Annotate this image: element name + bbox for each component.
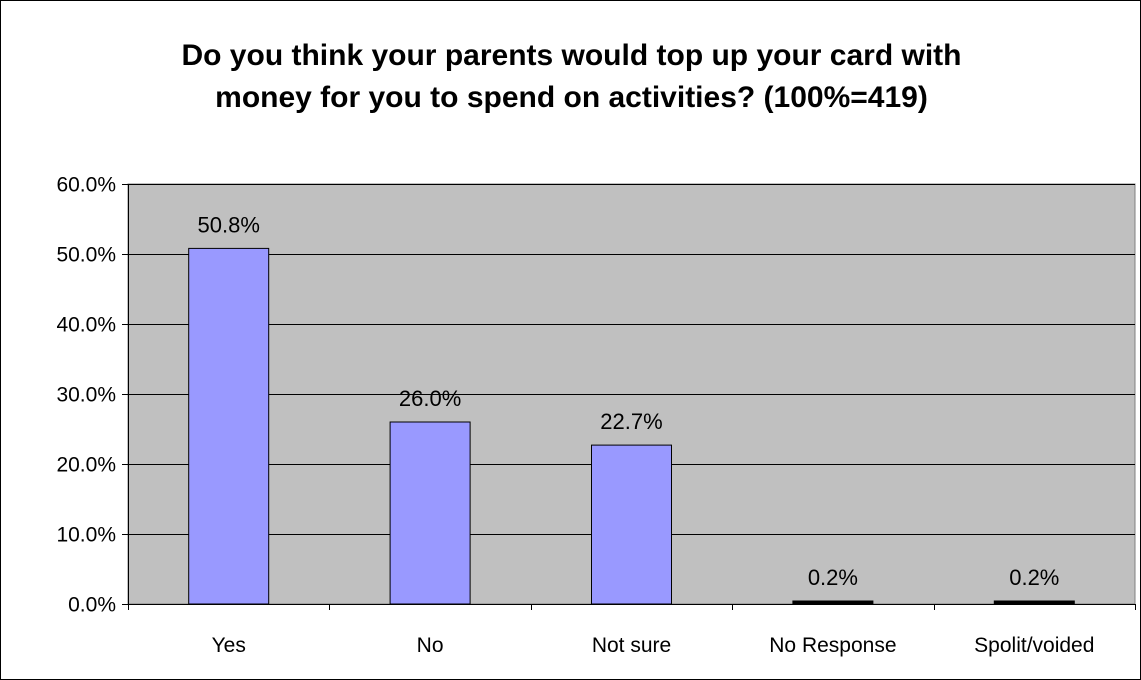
bar bbox=[188, 247, 270, 605]
x-tick-label: No Response bbox=[769, 634, 896, 657]
bar bbox=[389, 421, 471, 605]
chart-title-line-2: money for you to spend on activities? (1… bbox=[215, 81, 928, 114]
data-label: 50.8% bbox=[198, 212, 260, 237]
y-axis: 0.0% 10.0% 20.0% 30.0% 40.0% 50.0% 60.0% bbox=[56, 174, 129, 617]
y-tick-label: 40.0% bbox=[56, 314, 116, 337]
y-tick-label: 10.0% bbox=[56, 524, 116, 547]
y-tick-label: 20.0% bbox=[56, 454, 116, 477]
bars bbox=[188, 247, 1075, 605]
data-label: 0.2% bbox=[808, 565, 858, 590]
chart-title: Do you think your parents would top up y… bbox=[1, 35, 1141, 119]
x-tick-label: Not sure bbox=[592, 634, 671, 657]
data-labels: 50.8% 26.0% 22.7% 0.2% 0.2% bbox=[198, 212, 1060, 590]
y-tick-label: 50.0% bbox=[56, 244, 116, 267]
data-label: 0.2% bbox=[1009, 565, 1059, 590]
y-tick-label: 60.0% bbox=[56, 174, 116, 197]
data-label: 22.7% bbox=[600, 409, 662, 434]
bar bbox=[792, 600, 874, 605]
bar bbox=[993, 600, 1075, 605]
x-axis: Yes No Not sure No Response Spolit/voided bbox=[128, 604, 1136, 657]
x-tick-label: No bbox=[417, 634, 444, 657]
data-label: 26.0% bbox=[399, 386, 461, 411]
y-tick-label: 0.0% bbox=[68, 594, 116, 617]
bar bbox=[591, 444, 672, 605]
chart-title-line-1: Do you think your parents would top up y… bbox=[181, 39, 962, 72]
y-tick-label: 30.0% bbox=[56, 384, 116, 407]
x-tick-label: Spolit/voided bbox=[974, 634, 1094, 657]
x-tick-label: Yes bbox=[212, 634, 246, 657]
